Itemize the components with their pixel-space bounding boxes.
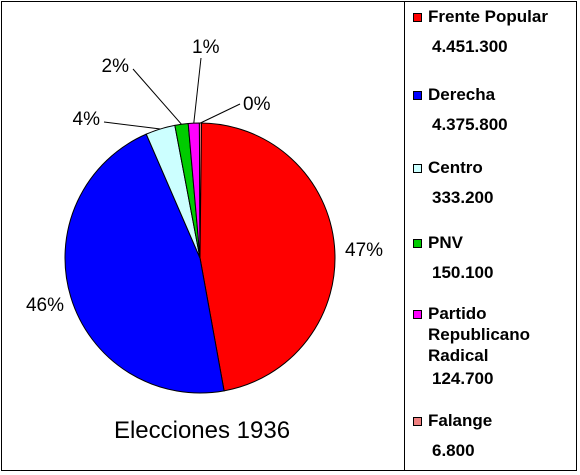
legend-label: Centro (428, 158, 483, 177)
chart-title: Elecciones 1936 (113, 417, 291, 444)
percent-label-2: 46% (26, 295, 64, 316)
legend-label: Frente Popular (428, 7, 548, 26)
percent-label-1: 47% (345, 240, 383, 261)
legend-value: 4.375.800 (432, 115, 508, 134)
legend-divider (404, 1, 405, 471)
pie-slice-2 (64, 133, 225, 394)
legend-label: Falange (428, 411, 493, 430)
pie-chart: 47% 46% 4% 2% 1% 0% (26, 37, 383, 394)
legend-value: 4.451.300 (432, 37, 508, 56)
percent-label-4: 2% (102, 56, 130, 77)
legend-value: 124.700 (432, 369, 494, 388)
legend-swatch (413, 310, 422, 319)
leader-line-5 (193, 57, 202, 124)
legend-swatch (413, 417, 422, 426)
legend-value: 6.800 (432, 441, 475, 460)
legend-swatch (413, 164, 422, 173)
legend-label: Partido Republicano Radical (428, 304, 531, 365)
pie-slice-1 (199, 122, 336, 392)
percent-label-5: 1% (192, 37, 220, 58)
legend-swatch (413, 13, 422, 22)
legend-swatch (413, 239, 422, 248)
legend-label: Derecha (428, 85, 496, 104)
legend-value: 333.200 (432, 188, 494, 207)
legend-label: PNV (428, 233, 463, 252)
legend-value: 150.100 (432, 263, 494, 282)
percent-label-3: 4% (73, 109, 101, 130)
leader-line-6 (200, 103, 241, 124)
leader-line-4 (132, 68, 182, 125)
leader-line-3 (103, 121, 161, 130)
legend-swatch (413, 91, 422, 100)
percent-label-6: 0% (243, 94, 271, 115)
